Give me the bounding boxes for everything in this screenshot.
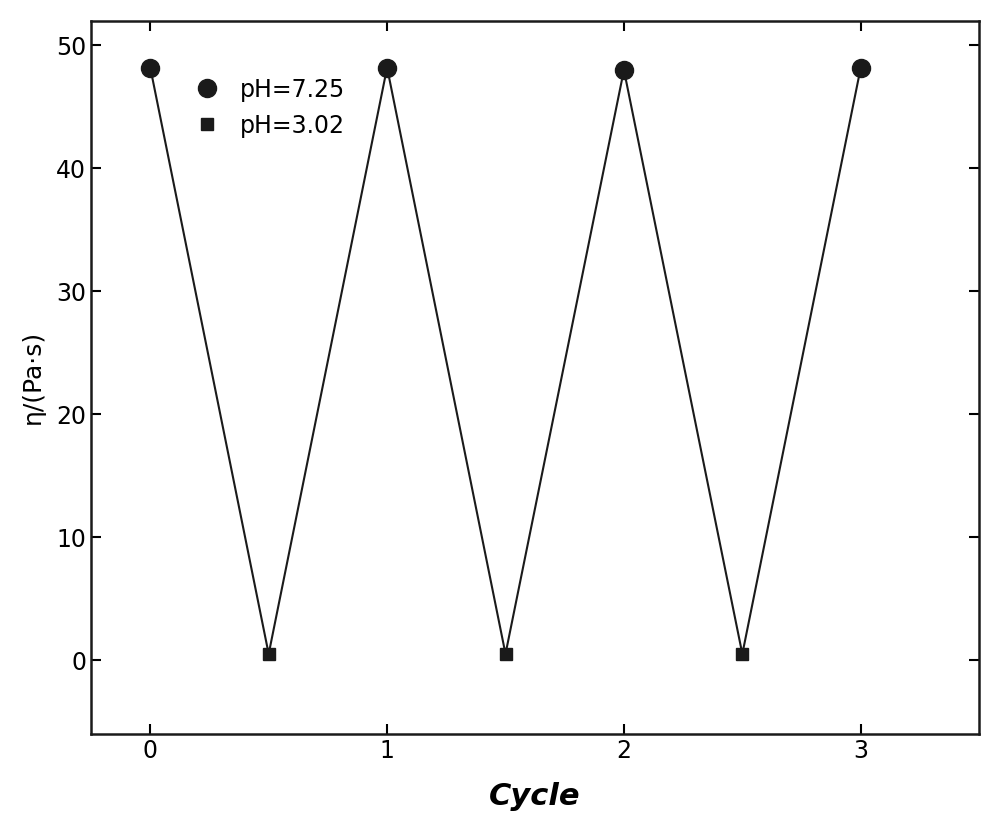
Y-axis label: η/(Pa·s): η/(Pa·s) [21,330,45,424]
X-axis label: Cycle: Cycle [489,782,581,811]
Legend: pH=7.25, pH=3.02: pH=7.25, pH=3.02 [174,68,355,147]
